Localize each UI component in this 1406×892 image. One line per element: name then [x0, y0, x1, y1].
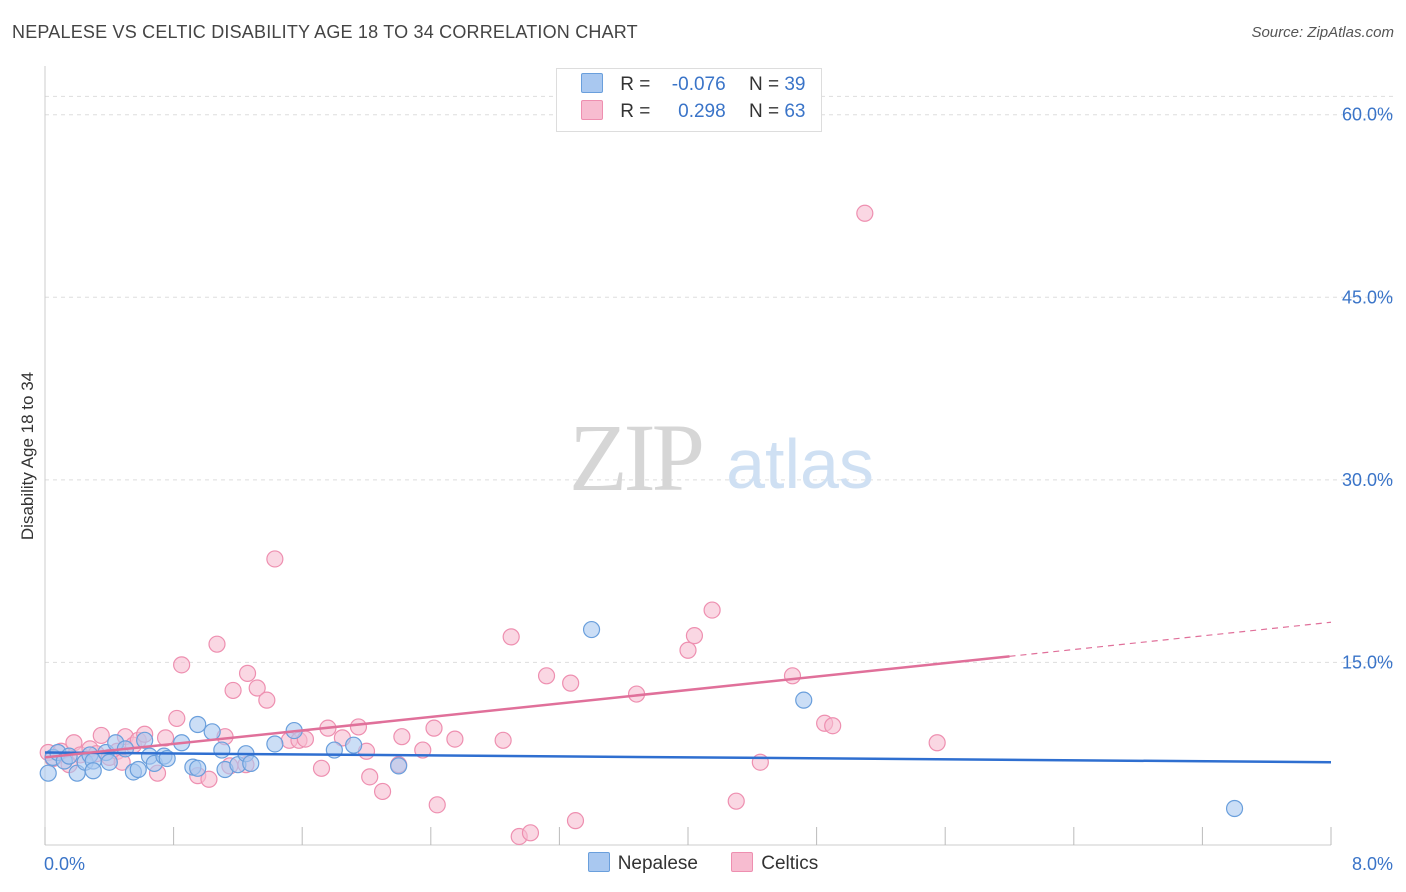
- data-point: [129, 760, 147, 779]
- data-point: [345, 736, 363, 754]
- data-point: [373, 782, 392, 801]
- legend-n-label: N =: [748, 74, 780, 95]
- data-point: [703, 601, 721, 619]
- legend-r-label: R =: [620, 74, 651, 95]
- data-point: [414, 741, 432, 759]
- data-point: [795, 691, 813, 709]
- data-point: [213, 741, 231, 759]
- legend-item-nepalese: Nepalese: [587, 852, 698, 875]
- celtics-n-value: 63: [784, 101, 806, 122]
- watermark-zip: ZIP: [569, 404, 702, 511]
- y-tick-labels: 15.0% 30.0% 45.0% 60.0%: [1342, 105, 1393, 673]
- data-point: [224, 681, 242, 700]
- data-point: [266, 735, 284, 753]
- data-point: [562, 674, 580, 692]
- nepalese-trendline: [44, 751, 1332, 764]
- x-tick-label: 0.0%: [44, 854, 85, 874]
- y-tick-label: 15.0%: [1342, 652, 1393, 672]
- data-point: [312, 759, 331, 777]
- data-point: [582, 620, 601, 639]
- data-point: [393, 728, 411, 746]
- series-legend: Nepalese Celtics: [0, 852, 1406, 875]
- data-point: [203, 723, 221, 741]
- data-point: [100, 753, 118, 771]
- nepalese-r-value: -0.076: [671, 74, 726, 95]
- celtics-legend-label: Celtics: [761, 853, 819, 874]
- data-point: [783, 667, 802, 685]
- chart-source: Source: ZipAtlas.com: [1251, 24, 1394, 41]
- data-point: [361, 768, 379, 786]
- data-point: [521, 824, 540, 842]
- celtics-trendline: [44, 655, 1010, 759]
- celtics-legend-swatch: [731, 852, 754, 872]
- data-point: [266, 550, 284, 568]
- data-point: [200, 770, 218, 788]
- legend-r-label: R =: [620, 101, 651, 122]
- data-point: [92, 726, 110, 745]
- data-point: [258, 691, 276, 709]
- data-point: [189, 759, 207, 777]
- axes: [44, 66, 1332, 846]
- data-point: [390, 757, 408, 775]
- data-point: [84, 762, 102, 780]
- nepalese-legend-label: Nepalese: [617, 853, 698, 874]
- trendlines: [44, 621, 1332, 764]
- data-point: [679, 641, 697, 659]
- watermark-atlas: atlas: [726, 425, 874, 503]
- gridlines: [45, 95, 1395, 663]
- y-tick-label: 45.0%: [1342, 287, 1393, 307]
- data-point: [208, 635, 226, 653]
- data-point: [428, 796, 446, 814]
- data-point: [1225, 799, 1244, 818]
- data-point: [824, 717, 842, 735]
- legend-row-nepalese: R = -0.076 N = 39: [581, 73, 805, 99]
- data-point: [173, 656, 191, 674]
- data-point: [39, 764, 57, 782]
- legend-row-celtics: R = 0.298 N = 63: [581, 100, 805, 126]
- data-point: [248, 679, 266, 697]
- x-tick-labels: 0.0% 8.0%: [44, 854, 1393, 874]
- data-point: [502, 628, 520, 646]
- nepalese-legend-swatch: [587, 852, 610, 872]
- y-tick-label: 60.0%: [1342, 105, 1393, 125]
- celtics-swatch: [581, 100, 603, 120]
- data-point: [928, 734, 946, 752]
- data-point: [494, 731, 512, 749]
- nepalese-swatch: [581, 73, 603, 93]
- data-point: [168, 709, 186, 728]
- data-point: [238, 664, 257, 682]
- data-point: [566, 812, 585, 830]
- legend-item-celtics: Celtics: [731, 852, 818, 875]
- data-point: [685, 627, 704, 645]
- data-point: [856, 204, 874, 222]
- y-axis-label: Disability Age 18 to 34: [18, 371, 37, 541]
- chart-title: NEPALESE VS CELTIC DISABILITY AGE 18 TO …: [12, 22, 638, 42]
- data-point: [727, 792, 745, 810]
- nepalese-n-value: 39: [784, 74, 806, 95]
- stats-legend: R = -0.076 N = 39 R = 0.298 N = 63: [556, 68, 822, 132]
- legend-n-label: N =: [748, 101, 780, 122]
- data-point: [349, 718, 368, 736]
- data-point: [242, 754, 260, 773]
- data-point: [136, 731, 154, 749]
- celtics-trendline-extension: [1009, 621, 1332, 657]
- x-tick-label: 8.0%: [1352, 854, 1393, 874]
- data-point: [537, 667, 556, 685]
- y-tick-label: 30.0%: [1342, 470, 1393, 490]
- data-point: [425, 719, 443, 737]
- data-point: [446, 730, 464, 748]
- data-point: [189, 715, 207, 734]
- celtics-r-value: 0.298: [678, 101, 726, 122]
